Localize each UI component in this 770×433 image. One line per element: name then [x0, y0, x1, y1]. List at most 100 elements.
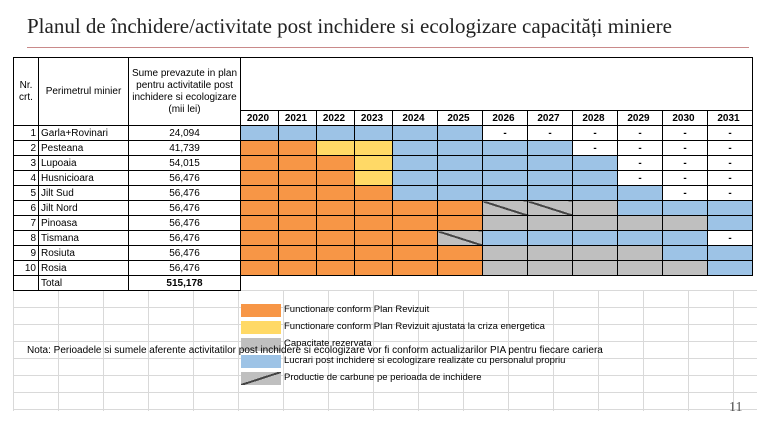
- year-cell: [316, 155, 355, 171]
- perimeter-name: Pesteana: [38, 140, 129, 156]
- year-cell: [240, 170, 279, 186]
- year-cell: [392, 140, 438, 156]
- year-cell: [617, 200, 663, 216]
- year-cell: [354, 245, 393, 261]
- year-cell: [707, 245, 753, 261]
- header-years-blank: [240, 57, 753, 111]
- legend-swatch: [241, 355, 281, 368]
- year-cell: [572, 155, 618, 171]
- year-cell: [278, 170, 317, 186]
- legend-label: Capacitate rezervata: [284, 338, 372, 349]
- header-perimeter: Perimetrul minier: [38, 57, 129, 126]
- year-cell: [572, 170, 618, 186]
- year-header: 2022: [316, 110, 355, 126]
- year-cell: [240, 185, 279, 201]
- year-cell: -: [662, 185, 708, 201]
- legend-swatch: [241, 338, 281, 351]
- legend-item: Capacitate rezervata: [241, 337, 581, 351]
- table-row: 10 Rosia 56,476: [13, 260, 753, 276]
- year-cell: [316, 215, 355, 231]
- year-cell: [354, 200, 393, 216]
- legend-label: Lucrari post inchidere si ecologizare re…: [284, 355, 566, 366]
- year-header: 2021: [278, 110, 317, 126]
- year-cell: [437, 155, 483, 171]
- table-row: 5 Jilt Sud 56,476 - -: [13, 185, 753, 201]
- total-row: Total 515,178: [13, 275, 753, 291]
- legend-item: Lucrari post inchidere si ecologizare re…: [241, 354, 581, 368]
- year-cell: [316, 230, 355, 246]
- year-cell: [316, 170, 355, 186]
- year-cell: [482, 215, 528, 231]
- year-cell: [527, 140, 573, 156]
- year-header: 2023: [354, 110, 393, 126]
- row-number: 2: [13, 140, 39, 156]
- table-row: 2 Pesteana 41,739- - - -: [13, 140, 753, 156]
- year-cell: [527, 260, 573, 276]
- year-cell: [617, 185, 663, 201]
- header-sum: Sume prevazute in plan pentru activitati…: [128, 57, 241, 126]
- year-cell: [482, 260, 528, 276]
- row-number: 7: [13, 215, 39, 231]
- year-cell: [527, 170, 573, 186]
- year-cell: [240, 260, 279, 276]
- sum-value: 56,476: [128, 245, 241, 261]
- year-cell: -: [707, 155, 753, 171]
- perimeter-name: Jilt Sud: [38, 185, 129, 201]
- year-cell: -: [482, 125, 528, 141]
- table-row: 8 Tismana 56,476 -: [13, 230, 753, 246]
- year-cell: [437, 260, 483, 276]
- year-cell: [392, 245, 438, 261]
- year-cell: [617, 215, 663, 231]
- year-cell: [662, 245, 708, 261]
- year-cell: [437, 230, 483, 246]
- legend-label: Functionare conform Plan Revizuit: [284, 304, 430, 315]
- sum-value: 56,476: [128, 185, 241, 201]
- year-cell: -: [617, 140, 663, 156]
- year-cell: [527, 230, 573, 246]
- year-cell: [354, 170, 393, 186]
- table-row: 7 Pinoasa 56,476: [13, 215, 753, 231]
- year-cell: [617, 230, 663, 246]
- year-cell: [572, 185, 618, 201]
- year-cell: [278, 245, 317, 261]
- table-row: 9 Rosiuta 56,476: [13, 245, 753, 261]
- sum-value: 54,015: [128, 155, 241, 171]
- year-cell: -: [707, 125, 753, 141]
- year-cell: [354, 140, 393, 156]
- table-row: 6 Jilt Nord 56,476: [13, 200, 753, 216]
- year-cell: [240, 155, 279, 171]
- year-cell: -: [662, 155, 708, 171]
- closure-plan-table: Nr. crt. Perimetrul minier Sume prevazut…: [13, 57, 753, 291]
- header-nr: Nr. crt.: [13, 57, 39, 126]
- year-cell: [482, 155, 528, 171]
- year-cell: -: [617, 155, 663, 171]
- perimeter-name: Pinoasa: [38, 215, 129, 231]
- total-blank-years: [240, 275, 753, 291]
- year-cell: [437, 125, 483, 141]
- year-cell: [482, 200, 528, 216]
- sum-value: 41,739: [128, 140, 241, 156]
- total-value: 515,178: [128, 275, 241, 291]
- table-row: 4 Husnicioara 56,476- - -: [13, 170, 753, 186]
- row-number: 4: [13, 170, 39, 186]
- year-cell: [482, 230, 528, 246]
- year-cell: [662, 260, 708, 276]
- year-cell: [437, 170, 483, 186]
- year-cell: [527, 185, 573, 201]
- year-cell: [354, 230, 393, 246]
- sum-value: 56,476: [128, 200, 241, 216]
- legend-item: Functionare conform Plan Revizuit: [241, 303, 581, 317]
- year-cell: [617, 245, 663, 261]
- year-cell: [662, 200, 708, 216]
- total-blank: [13, 275, 39, 291]
- year-cell: [392, 260, 438, 276]
- perimeter-name: Jilt Nord: [38, 200, 129, 216]
- year-cell: [278, 215, 317, 231]
- year-header: 2027: [527, 110, 573, 126]
- legend-swatch: [241, 321, 281, 334]
- sheet-gridlines: [13, 290, 757, 411]
- year-cell: -: [572, 140, 618, 156]
- year-cell: [316, 185, 355, 201]
- year-cell: [572, 260, 618, 276]
- year-cell: -: [662, 170, 708, 186]
